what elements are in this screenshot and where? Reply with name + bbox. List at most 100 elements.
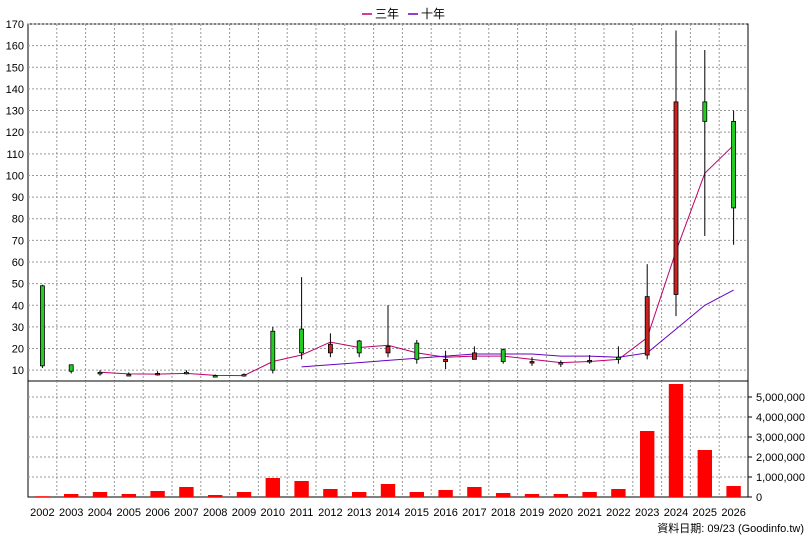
x-tick-label: 2018 (491, 507, 515, 519)
legend: 三年 十年 (362, 7, 445, 21)
x-tick-label: 2009 (232, 507, 256, 519)
price-tick-label: 100 (6, 170, 24, 182)
x-tick-label: 2017 (462, 507, 486, 519)
x-tick-label: 2023 (635, 507, 659, 519)
volume-bar-2007 (179, 487, 194, 497)
x-tick-label: 2011 (290, 507, 314, 519)
volume-bar-2023 (640, 431, 655, 497)
x-tick-label: 2003 (59, 507, 83, 519)
candle-2009 (241, 373, 247, 377)
candle-2012 (327, 333, 333, 358)
volume-bar-2008 (208, 495, 223, 497)
volume-bar-2025 (697, 450, 712, 497)
volume-bar-2002 (35, 496, 50, 497)
candle-body (97, 371, 103, 375)
candle-body (68, 364, 74, 372)
candle-body (299, 328, 305, 354)
candle-2025 (702, 49, 708, 237)
candle-2017 (471, 346, 477, 360)
candle-body (155, 373, 161, 376)
x-tick-label: 2012 (318, 507, 342, 519)
volume-bar-2019 (524, 494, 540, 497)
x-tick-label: 2005 (117, 507, 141, 519)
price-tick-label: 130 (6, 106, 24, 118)
x-tick-label: 2008 (203, 507, 227, 519)
volume-bar-2018 (496, 493, 511, 497)
ma-line-十年 (301, 289, 734, 368)
price-tick-label: 80 (12, 214, 24, 226)
candle-body (414, 342, 420, 360)
candle-2002 (40, 284, 45, 369)
price-tick-label: 60 (12, 257, 24, 269)
volume-bar-2016 (438, 490, 453, 497)
x-tick-label: 2006 (145, 507, 169, 519)
price-tick-label: 150 (6, 62, 24, 74)
candle-body (385, 345, 391, 354)
candle-body (558, 362, 564, 365)
volume-bar-2010 (265, 478, 280, 497)
candle-2024 (673, 30, 679, 317)
legend-label: 三年 (375, 7, 399, 21)
candle-2004 (97, 370, 103, 376)
price-tick-label: 50 (12, 279, 24, 291)
candle-2008 (212, 374, 218, 378)
candle-body (270, 330, 276, 371)
volume-panel: 0 1,000,000 2,000,000 3,000,000 4,000,000 5,0… (27, 380, 805, 504)
candle-body (241, 374, 247, 377)
volume-bar-2024 (668, 384, 684, 497)
volume-tick-label: 3,000,000 (756, 432, 805, 444)
volume-bar-2011 (294, 481, 309, 497)
x-tick-label: 2014 (376, 507, 400, 519)
volume-bar-2026 (726, 486, 741, 497)
candle-body (126, 374, 132, 377)
price-tick-label: 120 (6, 127, 24, 139)
x-axis: 2002 2003 2004 2005 2006 2007 2008 2009 2010 2011… (30, 507, 746, 519)
price-tick-label: 90 (12, 192, 24, 204)
candle-2005 (126, 372, 132, 377)
x-tick-label: 2004 (88, 507, 112, 519)
volume-bar-2021 (582, 492, 597, 497)
candle-2006 (155, 371, 161, 376)
candle-body (471, 352, 477, 360)
x-tick-label: 2022 (606, 507, 630, 519)
candle-2015 (414, 339, 420, 364)
candle-2011 (299, 277, 305, 360)
volume-bar-2006 (150, 491, 165, 497)
price-tick-label: 10 (12, 365, 24, 377)
volume-tick-label: 1,000,000 (756, 472, 805, 484)
candle-2014 (385, 305, 391, 358)
x-tick-label: 2007 (174, 507, 198, 519)
data-date-footer: 資料日期: 09/23 (Goodinfo.tw) (657, 521, 804, 535)
volume-bar-2020 (553, 494, 568, 497)
candle-body (731, 120, 736, 209)
price-tick-label: 140 (6, 84, 24, 96)
candle-body (40, 285, 45, 367)
volume-bar-2009 (236, 492, 252, 497)
candle-2022 (616, 346, 621, 364)
candle-body (443, 358, 449, 362)
volume-bar-2012 (323, 489, 338, 497)
price-tick-label: 70 (12, 235, 24, 247)
volume-bar-2014 (380, 484, 396, 497)
candle-body (183, 371, 189, 375)
x-tick-label: 2002 (30, 507, 54, 519)
x-tick-label: 2015 (405, 507, 429, 519)
candle-2010 (270, 326, 276, 374)
volume-bar-2015 (409, 492, 424, 497)
volume-tick-label: 5,000,000 (756, 392, 805, 404)
candle-body (644, 296, 650, 356)
candle-2021 (587, 355, 592, 364)
volume-bar-2005 (121, 494, 136, 497)
volume-bar-2003 (64, 494, 79, 497)
legend-label: 十年 (421, 7, 445, 21)
x-tick-label: 2026 (721, 507, 745, 519)
candle-body (616, 356, 621, 360)
candle-2013 (356, 339, 362, 358)
candle-2026 (731, 110, 736, 245)
x-tick-label: 2013 (347, 507, 371, 519)
price-tick-label: 160 (6, 41, 24, 53)
volume-bar-2022 (611, 489, 626, 497)
x-tick-label: 2019 (520, 507, 544, 519)
price-tick-label: 170 (6, 19, 24, 31)
